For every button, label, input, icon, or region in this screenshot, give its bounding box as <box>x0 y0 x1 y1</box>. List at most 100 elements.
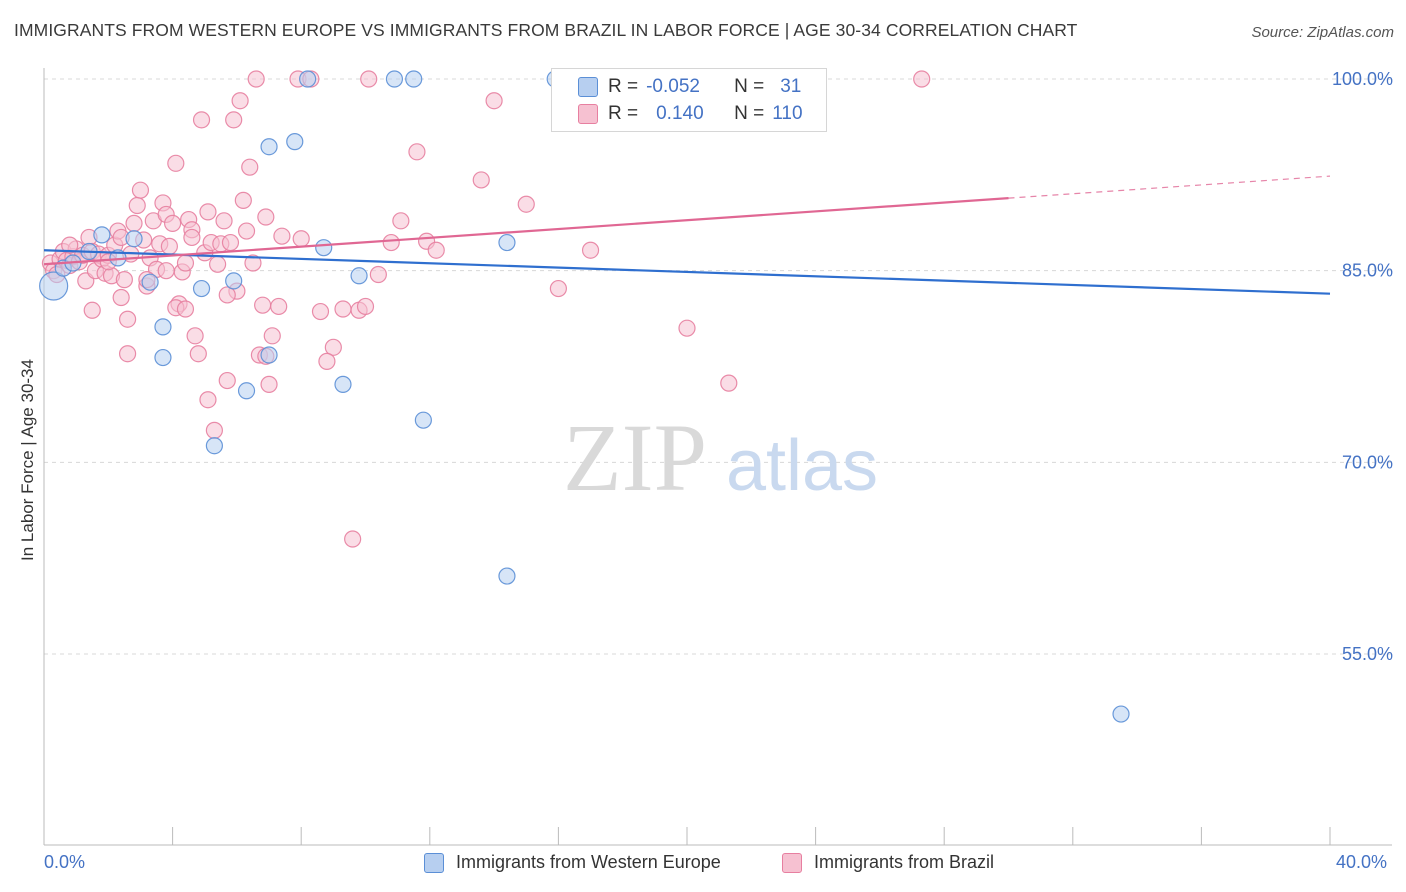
blue-point <box>405 70 423 88</box>
y-tick-label-85: 85.0% <box>1342 261 1393 281</box>
pink-point <box>485 92 503 110</box>
legend-r-value-2: 0.140 <box>656 103 704 124</box>
pink-point <box>112 288 130 307</box>
western-europe-points <box>39 70 1130 723</box>
blue-point <box>315 239 333 257</box>
pink-point <box>118 310 137 328</box>
pink-point <box>199 203 217 221</box>
pink-point <box>128 196 146 215</box>
pink-point <box>324 338 342 356</box>
pink-point <box>344 530 362 548</box>
legend-swatch-blue <box>578 77 598 97</box>
legend-label-brazil: Immigrants from Brazil <box>814 852 995 872</box>
watermark-zip: ZIP <box>563 404 707 511</box>
pink-point <box>581 241 600 259</box>
y-tick-label-70: 70.0% <box>1342 452 1393 472</box>
pink-point <box>270 297 288 316</box>
legend-label-western-europe: Immigrants from Western Europe <box>456 852 721 872</box>
blue-point <box>225 272 243 290</box>
pink-point <box>131 181 150 199</box>
pink-point <box>164 214 182 232</box>
legend-r-label: R = <box>608 103 639 124</box>
pink-point <box>408 143 426 161</box>
pink-point <box>720 374 738 392</box>
legend-swatch-pink <box>578 104 598 124</box>
trend-line-brazil-extrapolated <box>1008 175 1331 199</box>
blue-point <box>260 346 278 364</box>
axes <box>43 68 1392 846</box>
pink-point <box>167 154 185 172</box>
blue-point <box>299 70 317 88</box>
pink-point <box>247 70 265 88</box>
legend-item-brazil[interactable]: Immigrants from Brazil <box>782 852 994 873</box>
blue-point <box>385 70 404 88</box>
pink-point <box>186 327 204 345</box>
pink-point <box>183 228 201 247</box>
y-tick-label-100: 100.0% <box>1332 69 1393 89</box>
pink-point <box>369 265 387 284</box>
legend-swatch-blue <box>424 852 444 873</box>
pink-point <box>205 421 223 439</box>
pink-point <box>192 111 211 129</box>
pink-point <box>125 214 143 232</box>
pink-point <box>209 255 227 273</box>
legend-item-western-europe[interactable]: Immigrants from Western Europe <box>424 852 721 873</box>
grid-lines <box>44 78 1392 655</box>
trend-lines <box>43 175 1331 295</box>
pink-point <box>392 212 410 230</box>
pink-point <box>549 279 568 298</box>
blue-point <box>125 230 143 248</box>
series-legend: Immigrants from Western Europe Immigrant… <box>0 852 1406 878</box>
blue-point <box>260 138 278 156</box>
pink-point <box>118 345 137 363</box>
pink-point <box>221 233 240 252</box>
legend-row-western-europe: R = -0.052 N = 31 <box>552 73 801 101</box>
blue-point <box>39 271 69 301</box>
pink-point <box>215 212 233 230</box>
pink-point <box>237 222 256 240</box>
correlation-legend: R = -0.052 N = 31 R = 0.140 N = 110 <box>551 68 827 132</box>
y-tick-labels: 55.0% 70.0% 85.0% 100.0% <box>1332 69 1393 664</box>
blue-point <box>498 567 516 585</box>
blue-point <box>141 273 159 291</box>
watermark-atlas: atlas <box>726 426 878 506</box>
legend-r-label: R = <box>608 76 639 97</box>
pink-point <box>260 375 278 393</box>
pink-point <box>231 92 249 110</box>
pink-point <box>234 191 252 209</box>
pink-point <box>157 262 175 280</box>
blue-point <box>205 437 223 455</box>
pink-point <box>427 241 445 259</box>
chart-title: IMMIGRANTS FROM WESTERN EUROPE VS IMMIGR… <box>14 20 1078 40</box>
blue-point <box>154 348 172 367</box>
pink-point <box>334 300 352 318</box>
pink-point <box>160 237 178 255</box>
pink-point <box>199 391 217 409</box>
legend-n-value-1: 31 <box>780 76 802 97</box>
blue-point <box>414 411 432 429</box>
trend-line-western-europe <box>43 249 1331 295</box>
pink-point <box>318 352 336 370</box>
pink-point <box>218 286 236 304</box>
pink-point <box>61 236 79 254</box>
pink-point <box>257 208 275 226</box>
x-tick-label-max: 40.0% <box>1336 852 1388 872</box>
pink-point <box>382 233 400 252</box>
legend-n-label: N = <box>734 76 765 97</box>
legend-swatch-pink <box>782 852 802 873</box>
pink-point <box>83 301 101 319</box>
blue-point <box>93 226 111 244</box>
pink-point <box>913 70 931 88</box>
legend-n-label: N = <box>734 103 765 124</box>
blue-point <box>154 318 172 336</box>
pink-point <box>189 345 207 363</box>
pink-point <box>356 297 375 316</box>
legend-row-brazil: R = 0.140 N = 110 <box>552 100 803 128</box>
pink-point <box>360 70 378 88</box>
pink-point <box>311 302 330 321</box>
blue-point <box>237 382 256 400</box>
x-tick-label-min: 0.0% <box>44 852 86 872</box>
pink-point <box>241 158 259 176</box>
pink-point <box>517 195 535 213</box>
